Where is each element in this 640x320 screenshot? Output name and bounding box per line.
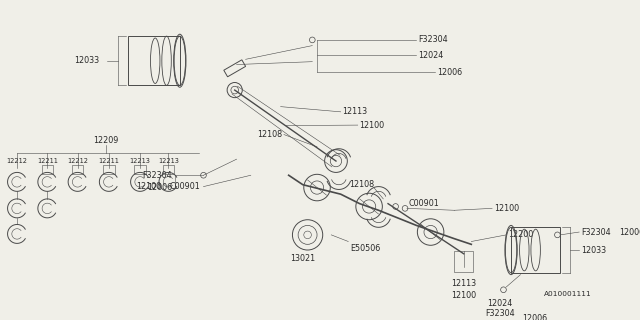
- Text: A010001111: A010001111: [544, 291, 591, 297]
- Text: 13021: 13021: [291, 254, 316, 263]
- Bar: [163, 165, 174, 174]
- Text: 12211: 12211: [99, 158, 119, 164]
- Text: 12033: 12033: [581, 245, 606, 254]
- Text: F32304: F32304: [419, 36, 448, 44]
- Text: 12113: 12113: [451, 279, 476, 288]
- Text: 12209: 12209: [93, 136, 118, 145]
- Bar: [134, 165, 146, 174]
- Text: 12108: 12108: [349, 180, 374, 189]
- Text: C00901: C00901: [170, 182, 200, 191]
- Bar: [511, 227, 560, 273]
- Text: 12211: 12211: [37, 158, 58, 164]
- Text: 12033: 12033: [74, 56, 99, 65]
- Text: F32304: F32304: [143, 171, 172, 180]
- Text: E50506: E50506: [350, 244, 380, 252]
- Text: 12006: 12006: [437, 68, 462, 76]
- Text: 12212: 12212: [6, 158, 28, 164]
- Text: C00901: C00901: [409, 199, 440, 208]
- Bar: [72, 165, 83, 174]
- Text: F32304: F32304: [581, 228, 611, 236]
- Text: 12213: 12213: [130, 158, 150, 164]
- Text: 12006: 12006: [522, 314, 548, 320]
- Bar: [103, 165, 115, 174]
- Text: 12100: 12100: [494, 204, 519, 213]
- Text: 12108: 12108: [257, 130, 282, 139]
- Text: 12100: 12100: [360, 121, 385, 130]
- Text: 12113: 12113: [342, 107, 368, 116]
- Bar: [454, 251, 473, 272]
- Text: 12100: 12100: [136, 182, 161, 191]
- Text: 12024: 12024: [487, 299, 513, 308]
- Bar: [42, 165, 53, 174]
- Text: 12200: 12200: [508, 230, 534, 239]
- Bar: [128, 36, 180, 85]
- Text: 12006: 12006: [619, 228, 640, 236]
- Text: 12100: 12100: [451, 291, 476, 300]
- Text: 12212: 12212: [67, 158, 88, 164]
- Text: 12213: 12213: [158, 158, 179, 164]
- Text: 12024: 12024: [419, 51, 444, 60]
- Text: 12006: 12006: [147, 183, 172, 192]
- Text: F32304: F32304: [485, 309, 515, 318]
